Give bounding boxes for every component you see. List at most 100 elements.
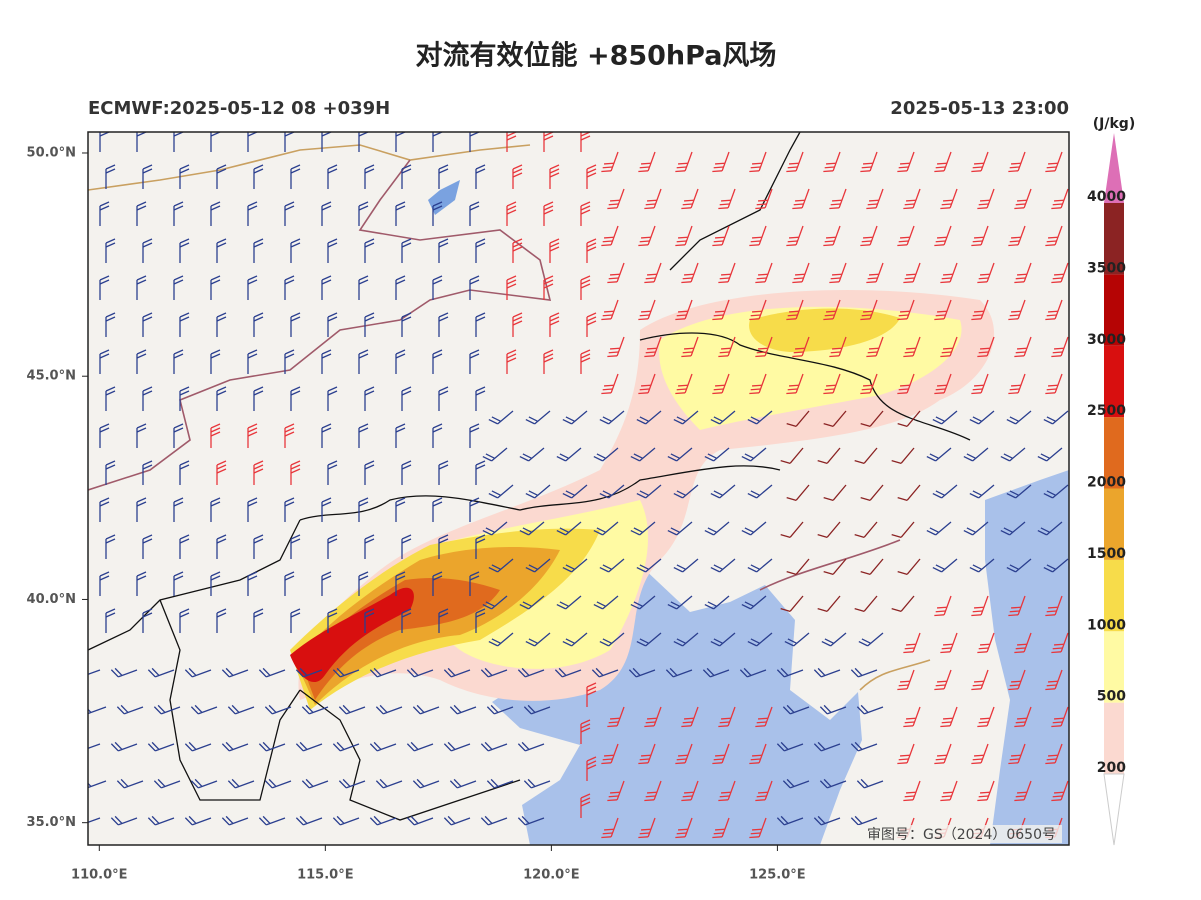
wind-barb xyxy=(449,704,477,715)
wind-barb xyxy=(443,667,471,678)
wind-barb xyxy=(449,778,477,789)
barb-feather xyxy=(1015,203,1026,206)
barb-feather xyxy=(830,277,841,280)
barb-feather xyxy=(1009,166,1020,169)
barb-feather xyxy=(675,244,686,247)
wind-barb xyxy=(295,667,323,678)
barb-feather xyxy=(136,275,147,281)
barb-feather xyxy=(972,416,983,422)
barb-feather xyxy=(295,817,304,826)
barb-feather xyxy=(744,453,755,459)
wind-barb xyxy=(934,743,952,765)
barb-feather xyxy=(934,688,945,691)
wind-barb xyxy=(932,410,958,425)
barb-feather xyxy=(543,275,554,281)
barb-feather xyxy=(669,667,678,676)
barb-feather xyxy=(469,501,480,507)
wind-barb xyxy=(630,521,656,536)
barb-feather xyxy=(580,275,591,281)
barb-feather xyxy=(188,815,197,824)
barb-feather xyxy=(438,538,449,544)
barb-feather xyxy=(935,610,946,613)
colorbar-label: 500 xyxy=(1097,689,1126,705)
barb-feather xyxy=(608,351,619,354)
barb-feather xyxy=(105,168,116,174)
barb-feather xyxy=(506,205,517,211)
barb-feather xyxy=(608,795,619,798)
barb-feather xyxy=(412,706,421,715)
barb-feather xyxy=(1045,762,1056,765)
barb-feather xyxy=(395,427,406,433)
barb-feather xyxy=(647,273,657,276)
barb-feather xyxy=(525,492,535,499)
barb-feather xyxy=(786,422,797,427)
wind-barb xyxy=(105,386,116,411)
approval-bg xyxy=(850,825,1062,843)
barb-feather xyxy=(786,496,797,501)
barb-feather xyxy=(604,754,614,757)
barb-feather xyxy=(580,723,591,729)
barb-feather xyxy=(673,492,683,499)
barb-feather xyxy=(556,455,566,462)
wind-barb xyxy=(963,447,989,462)
barb-feather xyxy=(299,815,308,824)
wind-barb xyxy=(897,410,921,427)
barb-feather xyxy=(644,207,655,210)
barb-feather xyxy=(521,741,530,750)
barb-feather xyxy=(432,353,443,359)
barb-feather xyxy=(491,638,502,644)
wind-barb xyxy=(153,778,181,789)
wind-barb xyxy=(932,558,958,573)
wind-barb xyxy=(710,558,736,573)
wind-barb xyxy=(681,188,699,210)
barb-feather xyxy=(639,314,650,317)
barb-feather xyxy=(1009,416,1020,422)
wind-barb xyxy=(977,188,995,210)
barb-feather xyxy=(142,612,153,618)
barb-feather xyxy=(900,162,910,165)
barb-feather xyxy=(342,778,351,787)
barb-feather xyxy=(633,453,644,459)
barb-feather xyxy=(710,566,720,573)
wind-barb xyxy=(519,595,545,610)
barb-feather xyxy=(284,201,295,207)
wind-barb xyxy=(290,312,301,337)
barb-feather xyxy=(935,388,946,391)
barb-feather xyxy=(147,743,156,752)
wind-barb xyxy=(179,460,190,485)
wind-barb xyxy=(665,667,693,678)
barb-feather xyxy=(157,778,166,787)
barb-feather xyxy=(416,778,425,787)
barb-feather xyxy=(482,455,492,462)
barb-staff xyxy=(88,669,101,678)
wind-barb xyxy=(369,741,397,752)
barb-feather xyxy=(173,423,184,429)
barb-feather xyxy=(752,236,762,239)
barb-feather xyxy=(290,608,301,614)
barb-feather xyxy=(523,706,532,715)
barb-feather xyxy=(676,240,687,243)
barb-feather xyxy=(676,490,687,496)
wind-barb xyxy=(792,336,810,358)
barb-feather xyxy=(904,351,915,354)
wind-barb xyxy=(891,447,915,464)
barb-feather xyxy=(943,347,953,350)
barb-feather xyxy=(937,384,947,387)
barb-feather xyxy=(99,349,110,355)
barb-feather xyxy=(1048,310,1058,313)
wind-barb xyxy=(99,349,110,374)
barb-feather xyxy=(105,612,116,618)
barb-feather xyxy=(702,669,711,678)
barb-feather xyxy=(756,795,767,798)
barb-feather xyxy=(410,815,419,824)
barb-feather xyxy=(364,164,375,170)
colorbar-bin xyxy=(1104,702,1124,774)
barb-feather xyxy=(897,496,908,501)
barb-feather xyxy=(712,392,723,395)
wind-barb xyxy=(823,299,841,321)
barb-feather xyxy=(469,497,480,503)
barb-feather xyxy=(1046,240,1057,243)
barb-feather xyxy=(136,571,147,577)
barb-feather xyxy=(900,310,910,313)
